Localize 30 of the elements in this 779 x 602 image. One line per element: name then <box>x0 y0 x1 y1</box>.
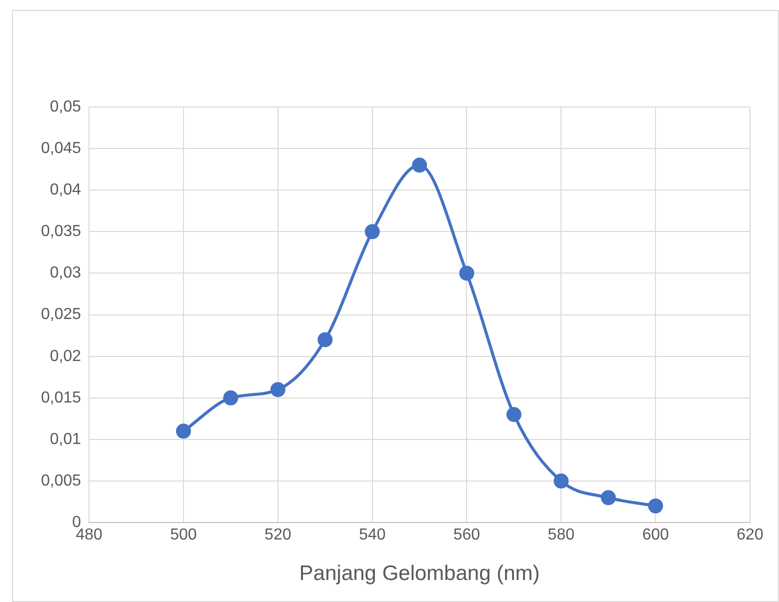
point <box>176 424 191 439</box>
x-tick-label: 520 <box>264 526 292 544</box>
x-tick-label: 560 <box>453 526 480 544</box>
y-tick-label: 0,02 <box>50 348 82 365</box>
x-tick-label: 540 <box>358 526 386 544</box>
y-tick-label: 0,005 <box>40 472 82 490</box>
y-tick-label: 0,035 <box>40 223 82 240</box>
y-tick-label: 0,05 <box>50 98 82 116</box>
point <box>364 224 380 240</box>
y-tick-label: 0,015 <box>40 389 82 406</box>
point <box>223 390 238 406</box>
point <box>412 158 428 173</box>
x-tick-label: 500 <box>170 526 197 544</box>
point <box>318 332 333 348</box>
x-tick-label: 600 <box>642 526 670 544</box>
point <box>554 474 569 489</box>
y-tick-label: 0,03 <box>50 264 82 282</box>
y-tick-label: 0,01 <box>50 430 82 448</box>
y-tick-label: 0,025 <box>40 306 82 324</box>
point <box>506 407 522 422</box>
point <box>600 490 616 506</box>
point <box>270 382 286 398</box>
point <box>459 266 474 281</box>
point <box>648 498 664 514</box>
x-tick-label: 480 <box>76 526 102 544</box>
y-tick-label: 0,045 <box>40 140 82 157</box>
x-tick-label: 580 <box>548 526 575 544</box>
y-tick-label: 0,04 <box>50 182 82 199</box>
x-tick-label: 620 <box>736 526 764 544</box>
x-axis-title: Panjang Gelombang (nm) <box>299 562 540 586</box>
